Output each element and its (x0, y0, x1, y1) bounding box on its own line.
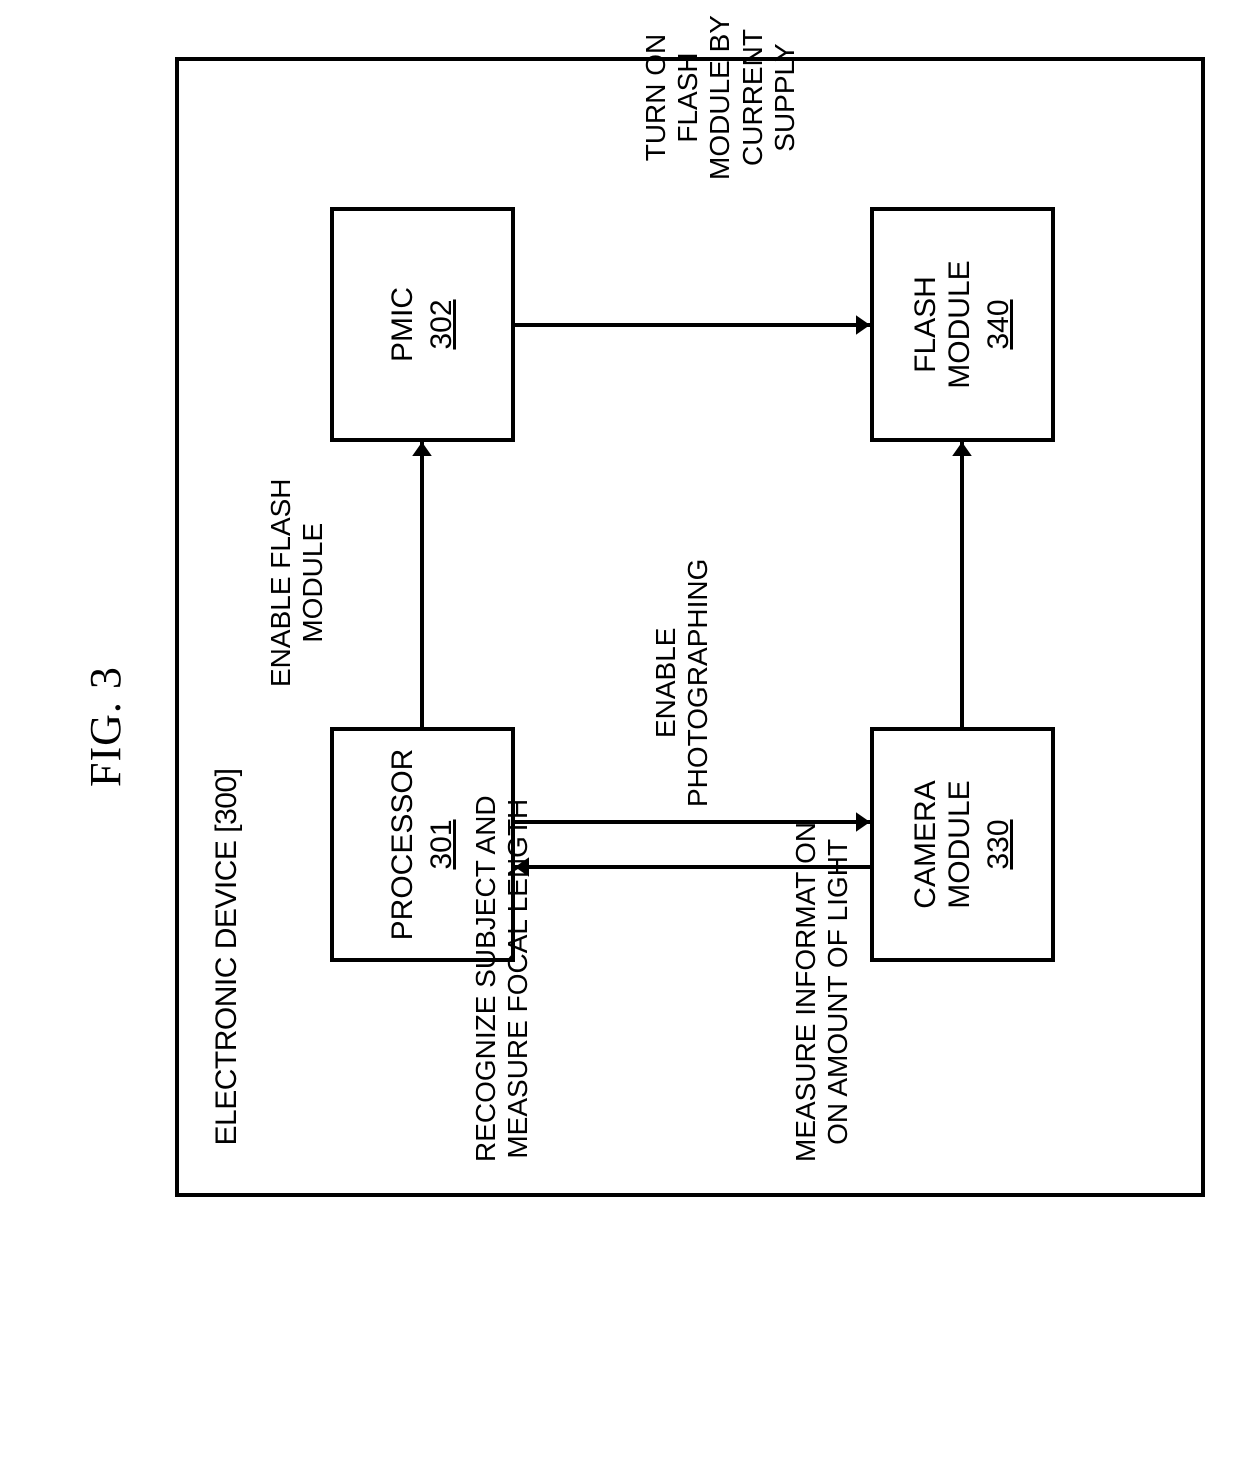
side-label-measure-light: MEASURE INFORMATION ON AMOUNT OF LIGHT (790, 822, 854, 1162)
diagram-stage: FIG. 3 ELECTRONIC DEVICE [300] PROCESSOR… (0, 0, 1240, 1457)
edge-label-enable-flash: ENABLE FLASH MODULE (265, 478, 329, 687)
edge-label-turn-on-flash: TURN ON FLASH MODULE BY CURRENT SUPPLY (640, 0, 801, 195)
edge-label-enable-photographing: ENABLE PHOTOGRAPHING (650, 559, 714, 807)
arrows-layer (0, 0, 1240, 1457)
arrowhead-camera-flash (952, 442, 972, 456)
arrowhead-pmic-flash (856, 315, 870, 335)
arrowhead-proc-pmic (412, 442, 432, 456)
arrowhead-proc-camera-right (856, 812, 870, 832)
side-label-recognize-subject: RECOGNIZE SUBJECT AND MEASURE FOCAL LENG… (470, 795, 534, 1162)
